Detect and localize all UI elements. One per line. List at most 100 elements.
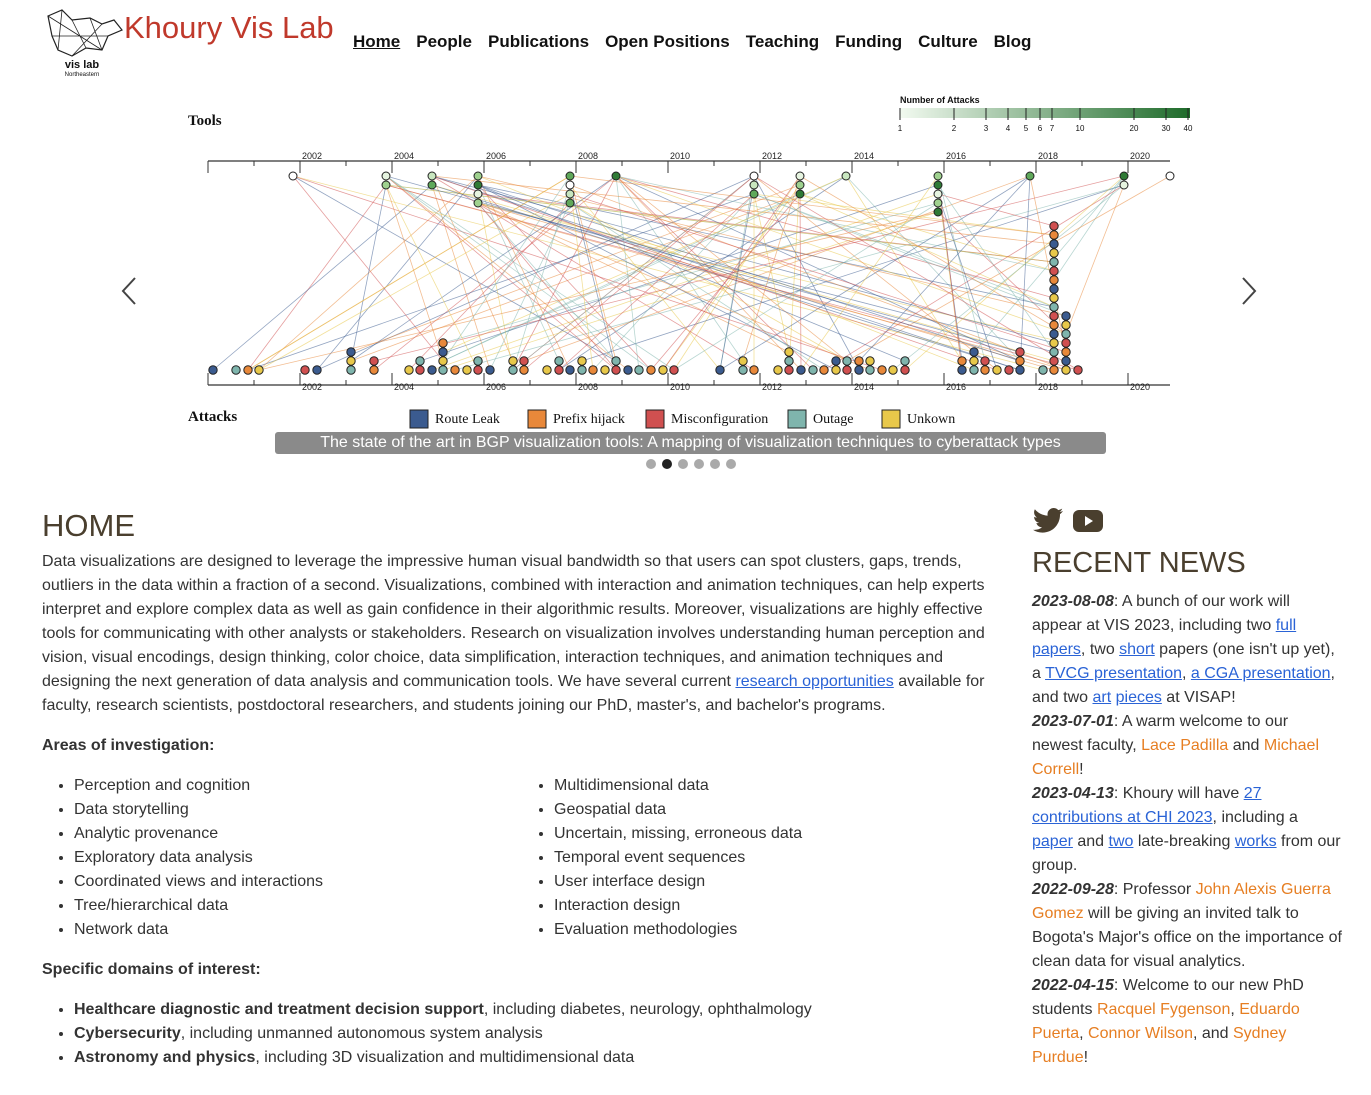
- news-link[interactable]: a CGA presentation: [1190, 665, 1331, 682]
- list-item: Data storytelling: [74, 798, 522, 822]
- person-link[interactable]: Sydney Purdue: [1032, 1025, 1287, 1066]
- list-item: Exploratory data analysis: [74, 846, 522, 870]
- tool-node: [795, 180, 805, 190]
- legend-swatch: [527, 409, 547, 429]
- carousel-indicators: [646, 459, 736, 469]
- attack-node: [1061, 347, 1071, 357]
- chevron-left-icon: [121, 277, 136, 305]
- news-link[interactable]: TVCG presentation: [1045, 665, 1183, 682]
- link-line: [937, 193, 998, 371]
- person-link[interactable]: Michael Correll: [1032, 737, 1319, 778]
- link-line: [477, 202, 617, 371]
- site-brand[interactable]: Khoury Vis Lab: [124, 10, 334, 45]
- link-line: [385, 175, 629, 371]
- news-link[interactable]: 27 contributions at CHI 2023: [1032, 785, 1262, 826]
- nav-home[interactable]: Home: [353, 32, 401, 51]
- intro-text-end: available for faculty, research scientis…: [42, 673, 985, 714]
- link-line: [799, 193, 802, 371]
- nav-teaching[interactable]: Teaching: [745, 32, 820, 51]
- person-link[interactable]: Eduardo Puerta: [1032, 1001, 1300, 1042]
- attack-node: [1049, 293, 1059, 303]
- tool-node: [749, 189, 759, 199]
- tool-node: [749, 180, 759, 190]
- attack-node: [554, 365, 564, 375]
- tool-node: [381, 180, 391, 190]
- areas-heading: Areas of investigation:: [42, 737, 215, 754]
- list-item: Perception and cognition: [74, 774, 522, 798]
- person-link[interactable]: Connor Wilson: [1088, 1025, 1193, 1042]
- attack-node: [473, 365, 483, 375]
- areas-list-right: Multidimensional dataGeospatial dataUnce…: [522, 774, 1002, 942]
- twitter-icon[interactable]: [1032, 507, 1064, 535]
- news-link[interactable]: full papers: [1032, 617, 1297, 658]
- legend-label: Outage: [813, 412, 853, 427]
- link-line: [1053, 175, 1125, 281]
- carousel-dot[interactable]: [694, 459, 704, 469]
- tool-node: [565, 198, 575, 208]
- carousel-next-button[interactable]: [1240, 276, 1258, 312]
- carousel-dot[interactable]: [726, 459, 736, 469]
- carousel-dot[interactable]: [710, 459, 720, 469]
- attack-node: [1049, 230, 1059, 240]
- tool-node: [749, 171, 759, 181]
- attack-node: [243, 365, 253, 375]
- link-line: [799, 193, 1055, 308]
- news-link[interactable]: pieces: [1115, 689, 1162, 706]
- attack-node: [1049, 356, 1059, 366]
- attack-node: [658, 365, 668, 375]
- news-link[interactable]: art: [1092, 689, 1112, 706]
- link-line: [373, 175, 617, 371]
- attack-node: [1061, 311, 1071, 321]
- domain-name: Cybersecurity: [74, 1025, 181, 1042]
- scale-title: Number of Attacks: [900, 95, 980, 105]
- news-link[interactable]: paper: [1032, 833, 1073, 850]
- tool-node: [1165, 171, 1175, 181]
- nav-culture[interactable]: Culture: [918, 32, 978, 51]
- nav-funding[interactable]: Funding: [835, 32, 903, 51]
- nav-blog[interactable]: Blog: [993, 32, 1032, 51]
- attack-node: [254, 365, 264, 375]
- attack-node: [450, 365, 460, 375]
- attack-node: [1015, 347, 1025, 357]
- link-line: [431, 184, 491, 371]
- attack-node: [796, 365, 806, 375]
- nav-publications[interactable]: Publications: [487, 32, 590, 51]
- link-line: [385, 184, 444, 362]
- nav-open-positions[interactable]: Open Positions: [605, 32, 730, 51]
- attack-node: [888, 365, 898, 375]
- link-line: [350, 184, 801, 353]
- person-link[interactable]: Lace Padilla: [1141, 737, 1229, 754]
- color-scale-bar: [900, 108, 1190, 118]
- news-link[interactable]: two: [1108, 833, 1134, 850]
- legend-swatch: [645, 409, 665, 429]
- carousel-dot[interactable]: [678, 459, 688, 469]
- news-link[interactable]: short: [1119, 641, 1155, 658]
- attack-node: [1061, 329, 1071, 339]
- news-item: 2023-08-08: A bunch of our work will app…: [1032, 593, 1335, 706]
- link-line: [615, 175, 802, 371]
- year-label: 2016: [946, 151, 966, 161]
- carousel-dot[interactable]: [662, 459, 672, 469]
- nav-people[interactable]: People: [416, 32, 472, 51]
- link-line: [673, 202, 939, 371]
- attack-node: [1015, 365, 1025, 375]
- attack-node: [957, 356, 967, 366]
- carousel-prev-button[interactable]: [120, 276, 138, 312]
- person-link[interactable]: Racquel Fygenson: [1096, 1001, 1231, 1018]
- link-line: [858, 175, 1031, 362]
- list-item: Multidimensional data: [554, 774, 1002, 798]
- news-list: 2023-08-08: A bunch of our work will app…: [1032, 590, 1342, 1070]
- attack-node: [312, 365, 322, 375]
- news-link[interactable]: works: [1234, 833, 1277, 850]
- link-line: [431, 184, 1021, 371]
- tool-node: [1025, 171, 1035, 181]
- attack-node: [738, 356, 748, 366]
- vis-lab-logo[interactable]: vis lab Northeastern: [42, 6, 124, 78]
- research-opportunities-link[interactable]: research opportunities: [735, 673, 894, 690]
- carousel-dot[interactable]: [646, 459, 656, 469]
- attack-node: [715, 365, 725, 375]
- youtube-icon[interactable]: [1072, 508, 1104, 534]
- attack-type-legend: Route Leak Prefix hijack Misconfiguration O…: [409, 409, 955, 429]
- person-link[interactable]: John Alexis Guerra Gomez: [1032, 881, 1331, 922]
